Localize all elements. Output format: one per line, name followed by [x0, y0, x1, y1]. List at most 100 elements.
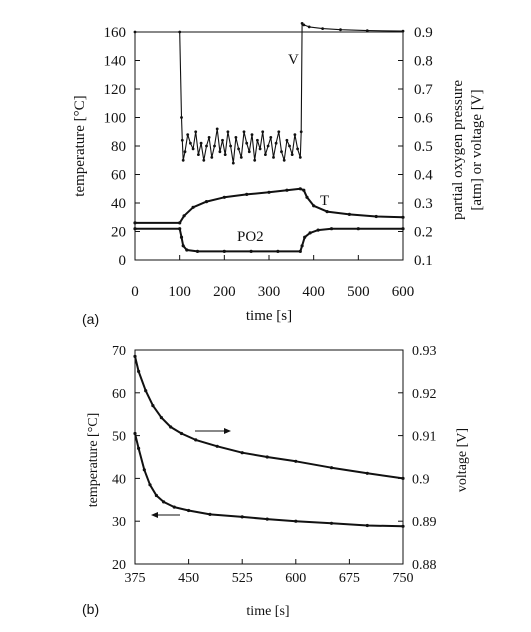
- series-group-a: [133, 22, 405, 253]
- y-left-tick-label: 60: [112, 387, 126, 402]
- data-point-v: [277, 130, 281, 134]
- y-right-tick-label: 0.8: [414, 54, 433, 70]
- data-point-v: [133, 30, 137, 34]
- data-point-voltage: [179, 431, 184, 436]
- x-tick-label: 300: [258, 284, 281, 300]
- data-point-voltage: [401, 476, 405, 480]
- data-point-po2: [316, 228, 320, 232]
- y-right-tick-label: 0.5: [414, 139, 433, 155]
- data-point-v: [226, 130, 230, 134]
- y-right-tick-label: 0.93: [412, 344, 437, 359]
- data-point-v: [272, 156, 275, 159]
- data-point-po2: [195, 249, 200, 253]
- data-point-po2: [178, 227, 182, 231]
- arrow-left-icon: [151, 512, 180, 518]
- x-tick-label: 200: [213, 284, 236, 300]
- data-point-v: [282, 158, 286, 162]
- plot-area-frame: [134, 349, 404, 565]
- data-point-v: [296, 147, 299, 151]
- y-right-tick-label: 0.88: [412, 558, 437, 573]
- data-point-po2: [276, 249, 280, 253]
- x-tick-labels-b: 375 450 525 600 675 750: [125, 571, 414, 586]
- y-left-tick-label: 20: [112, 558, 126, 573]
- data-point-v: [221, 138, 224, 142]
- data-point-v: [237, 147, 241, 151]
- y-left-tick-label: 50: [112, 430, 126, 445]
- data-point-po2: [181, 244, 185, 248]
- data-point-po2: [300, 244, 304, 248]
- axis-ticks-b: [134, 349, 404, 565]
- y-right-tick-label: 0.89: [412, 515, 437, 530]
- data-point-voltage: [215, 444, 219, 448]
- data-point-v: [250, 133, 254, 137]
- data-point-v: [339, 28, 342, 32]
- data-point-po2: [222, 249, 226, 253]
- data-point-v: [239, 156, 243, 159]
- y-right-tick-label: 0.92: [412, 387, 437, 402]
- data-point-v: [223, 153, 227, 157]
- arrow-right-icon: [195, 428, 231, 434]
- data-point-voltage: [151, 404, 155, 408]
- data-point-po2: [329, 227, 334, 231]
- data-point-v: [199, 141, 203, 145]
- data-point-v: [180, 116, 183, 119]
- data-point-v: [302, 23, 306, 27]
- data-point-voltage: [159, 416, 163, 420]
- data-point-v: [321, 27, 324, 30]
- x-axis-label-a: time [s]: [246, 308, 292, 324]
- data-point-temperature: [265, 517, 269, 521]
- data-point-v: [181, 158, 185, 162]
- data-point-v: [307, 25, 311, 29]
- data-point-temperature: [172, 505, 176, 509]
- data-point-t: [204, 200, 209, 204]
- data-point-temperature: [162, 500, 166, 504]
- data-point-v: [186, 133, 190, 137]
- data-point-voltage: [294, 459, 298, 463]
- y-right-axis-label-a-line1: partial oxygen pressure: [450, 80, 466, 220]
- data-point-t: [245, 192, 249, 196]
- data-point-po2: [401, 227, 405, 231]
- data-point-v: [183, 150, 187, 154]
- series-group-b: [133, 354, 405, 528]
- data-point-v: [229, 144, 233, 148]
- data-point-voltage: [144, 389, 148, 393]
- x-tick-label: 500: [347, 284, 370, 300]
- data-point-po2: [308, 231, 312, 235]
- y-left-tick-label: 140: [104, 54, 127, 70]
- y-left-tick-label: 80: [111, 139, 126, 155]
- series-line-temperature: [134, 433, 404, 528]
- data-point-v: [189, 141, 192, 145]
- data-point-v: [293, 133, 297, 137]
- data-point-t: [374, 214, 378, 219]
- y-left-tick-label: 60: [111, 168, 126, 184]
- data-point-v: [298, 156, 302, 159]
- data-point-temperature: [401, 524, 405, 528]
- data-point-t: [133, 221, 137, 225]
- data-point-v: [280, 150, 283, 154]
- y-left-tick-label: 160: [104, 25, 127, 41]
- data-point-temperature: [187, 508, 191, 513]
- y-left-tick-label: 30: [112, 515, 126, 530]
- data-point-t: [347, 212, 351, 216]
- y-left-tick-label: 40: [112, 472, 126, 487]
- y-right-tick-label: 0.3: [414, 196, 433, 212]
- y-right-axis-label-b: voltage [V]: [455, 428, 470, 492]
- data-point-t: [182, 214, 186, 218]
- data-point-v: [266, 144, 270, 148]
- data-point-t: [285, 188, 289, 192]
- y-right-tick-label: 0.6: [414, 111, 433, 127]
- data-point-t: [267, 190, 271, 194]
- data-point-v: [253, 158, 257, 162]
- chart-panel-a: 0 100 200 300 400 500 600 0 20 40 60 80 100 120 140 16…: [72, 22, 485, 327]
- y-right-tick-label: 0.9: [412, 472, 430, 487]
- data-point-v: [191, 147, 195, 151]
- data-point-po2: [185, 248, 189, 252]
- data-point-v: [207, 136, 211, 139]
- y-right-tick-labels-b: 0.88 0.89 0.9 0.91 0.92 0.93: [412, 344, 437, 573]
- y-right-tick-label: 0.7: [414, 82, 433, 98]
- data-point-v: [269, 136, 273, 139]
- data-point-t: [222, 195, 226, 199]
- y-left-tick-label: 120: [104, 82, 127, 98]
- data-point-po2: [356, 227, 360, 231]
- x-tick-label: 600: [285, 571, 306, 586]
